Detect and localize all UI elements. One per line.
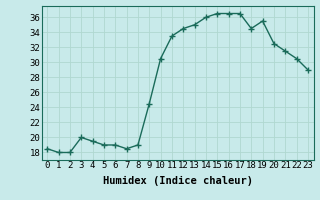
X-axis label: Humidex (Indice chaleur): Humidex (Indice chaleur) (103, 176, 252, 186)
